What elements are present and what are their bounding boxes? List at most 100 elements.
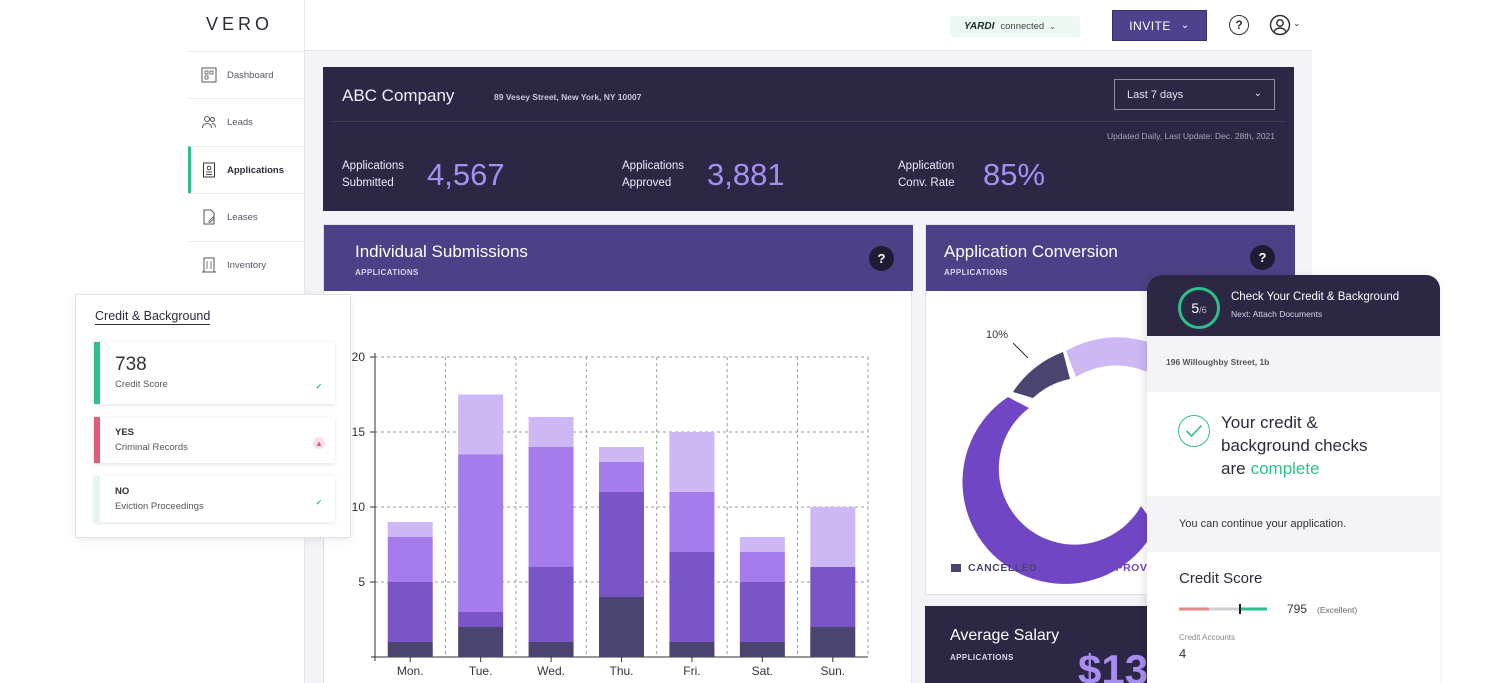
check-icon: ✓ bbox=[315, 381, 323, 391]
sidebar-item-label: Dashboard bbox=[227, 69, 274, 81]
sidebar-item-dashboard[interactable]: Dashboard bbox=[188, 51, 305, 98]
item-value: NO bbox=[115, 486, 130, 497]
kpi-label: Applications Approved bbox=[622, 158, 702, 192]
card-subtitle: APPLICATIONS bbox=[355, 268, 419, 277]
card-header: Individual Submissions APPLICATIONS ? bbox=[324, 225, 913, 291]
sidebar-item-leads[interactable]: Leads bbox=[188, 98, 305, 145]
building-icon bbox=[201, 257, 217, 273]
property-address: 196 Willoughby Street, 1b bbox=[1166, 357, 1270, 367]
bar-segment bbox=[669, 552, 715, 642]
message-line: are complete bbox=[1221, 457, 1421, 480]
kpi-label-line: Applications bbox=[622, 160, 685, 172]
warning-icon: ▲ bbox=[313, 437, 325, 449]
bar-segment bbox=[458, 394, 504, 455]
date-range-value: Last 7 days bbox=[1127, 88, 1184, 101]
kpi-conversion-rate: Application Conv. Rate 85% bbox=[898, 157, 1045, 193]
bar-segment bbox=[739, 582, 785, 642]
donut-slice-cancelled bbox=[1013, 352, 1070, 398]
kpi-value: 4,567 bbox=[427, 157, 505, 192]
card-title[interactable]: Credit & Background bbox=[95, 309, 211, 325]
check-icon: ✓ bbox=[315, 497, 323, 507]
donut-slice-approved bbox=[962, 397, 1156, 584]
legend-label: CANCELLED bbox=[968, 562, 1038, 574]
invite-label: INVITE bbox=[1129, 18, 1171, 33]
last-updated-text: Updated Daily, Last Update: Dec. 28th, 2… bbox=[1106, 131, 1275, 141]
chevron-down-icon[interactable]: ⌄ bbox=[1293, 18, 1301, 28]
kpi-value: 3,881 bbox=[707, 157, 785, 192]
integration-status-pill[interactable]: YARDI connected ⌄ bbox=[950, 16, 1080, 37]
card-header: Application Conversion APPLICATIONS ? bbox=[926, 225, 1295, 291]
individual-submissions-card: Individual Submissions APPLICATIONS ? 5 1… bbox=[323, 224, 913, 683]
success-check-icon bbox=[1178, 415, 1210, 447]
yardi-logo: YARDI bbox=[964, 21, 995, 32]
document-icon bbox=[201, 162, 217, 178]
status-bar bbox=[94, 342, 100, 404]
slice-leader-line bbox=[1012, 342, 1029, 359]
integration-status-text: connected bbox=[1000, 21, 1045, 32]
bar-segment bbox=[599, 597, 644, 657]
help-icon[interactable]: ? bbox=[1229, 15, 1249, 35]
bar-segment bbox=[599, 447, 644, 462]
submissions-bar-chart: 5 10 15 20 Mon. Tue. Wed. Thu. Fri. Sat. Sun. bbox=[352, 350, 869, 678]
criminal-records-item[interactable]: YES Criminal Records ▲ bbox=[94, 417, 335, 463]
credit-score-value: 738 bbox=[115, 354, 147, 375]
item-value: YES bbox=[115, 427, 135, 438]
bar-segment bbox=[528, 447, 574, 567]
bar-segment bbox=[599, 492, 644, 597]
item-label: Credit Score bbox=[115, 379, 168, 390]
divider bbox=[331, 121, 1286, 122]
eviction-proceedings-item[interactable]: NO Eviction Proceedings ✓ bbox=[94, 476, 335, 522]
help-button[interactable]: ? bbox=[1250, 245, 1275, 270]
x-tick-label: Wed. bbox=[537, 664, 565, 678]
sidebar-item-inventory[interactable]: Inventory bbox=[188, 241, 305, 288]
dashboard-icon bbox=[201, 67, 217, 83]
bar-segment bbox=[739, 552, 785, 582]
card-title: Individual Submissions bbox=[355, 242, 528, 261]
sidebar-item-label: Leases bbox=[227, 211, 258, 223]
bar-segment bbox=[739, 537, 785, 552]
donut-slice-pending bbox=[1066, 337, 1156, 377]
panel-header: 5 /6 Check Your Credit & Background Next… bbox=[1147, 275, 1440, 336]
complete-highlight: complete bbox=[1250, 459, 1320, 478]
x-tick-label: Fri. bbox=[683, 664, 700, 678]
kpi-value: 85% bbox=[983, 157, 1046, 192]
kpi-label: Application Conv. Rate bbox=[898, 158, 978, 192]
card-title: Average Salary bbox=[950, 627, 1060, 644]
bar-segment bbox=[387, 642, 433, 657]
logo[interactable]: VERO bbox=[206, 14, 274, 34]
sidebar-item-applications[interactable]: Applications bbox=[188, 146, 305, 193]
chevron-down-icon: ⌄ bbox=[1253, 88, 1262, 99]
help-button[interactable]: ? bbox=[869, 246, 894, 271]
bar-segment bbox=[387, 522, 433, 537]
bar-segment bbox=[387, 537, 433, 582]
legend-item-approved: APPROV bbox=[1083, 562, 1147, 574]
chevron-down-icon: ⌄ bbox=[1049, 22, 1056, 31]
sidebar-item-label: Inventory bbox=[227, 259, 267, 271]
x-tick-label: Mon. bbox=[397, 664, 424, 678]
credit-score-rating: (Excellent) bbox=[1317, 605, 1358, 615]
credit-score-item[interactable]: 738 Credit Score ✓ bbox=[94, 342, 335, 404]
bar-segment bbox=[669, 492, 715, 552]
address-band bbox=[1147, 336, 1440, 392]
step-number: 5 bbox=[1191, 300, 1200, 316]
bar-segment bbox=[528, 567, 574, 642]
bar-segment bbox=[810, 567, 856, 627]
credit-accounts-value: 4 bbox=[1179, 646, 1187, 661]
message-word: are bbox=[1221, 459, 1246, 478]
status-bar bbox=[94, 476, 100, 522]
bar-segment bbox=[810, 507, 856, 567]
date-range-select[interactable]: Last 7 days ⌄ bbox=[1114, 79, 1275, 110]
kpi-approved: Applications Approved 3,881 bbox=[622, 157, 785, 193]
next-step-text: Next: Attach Documents bbox=[1231, 309, 1323, 319]
bar-segment bbox=[458, 627, 504, 657]
kpi-label-line: Approved bbox=[622, 177, 672, 189]
user-avatar-icon[interactable] bbox=[1269, 14, 1291, 36]
sidebar-item-label: Applications bbox=[227, 164, 285, 176]
kpi-label-line: Submitted bbox=[342, 177, 394, 189]
card-subtitle: APPLICATIONS bbox=[950, 653, 1014, 662]
invite-button[interactable]: INVITE ⌄ bbox=[1112, 10, 1207, 41]
credit-score-meter bbox=[1179, 604, 1267, 614]
sidebar-item-leases[interactable]: Leases bbox=[188, 193, 305, 240]
x-tick-label: Sat. bbox=[752, 664, 773, 678]
